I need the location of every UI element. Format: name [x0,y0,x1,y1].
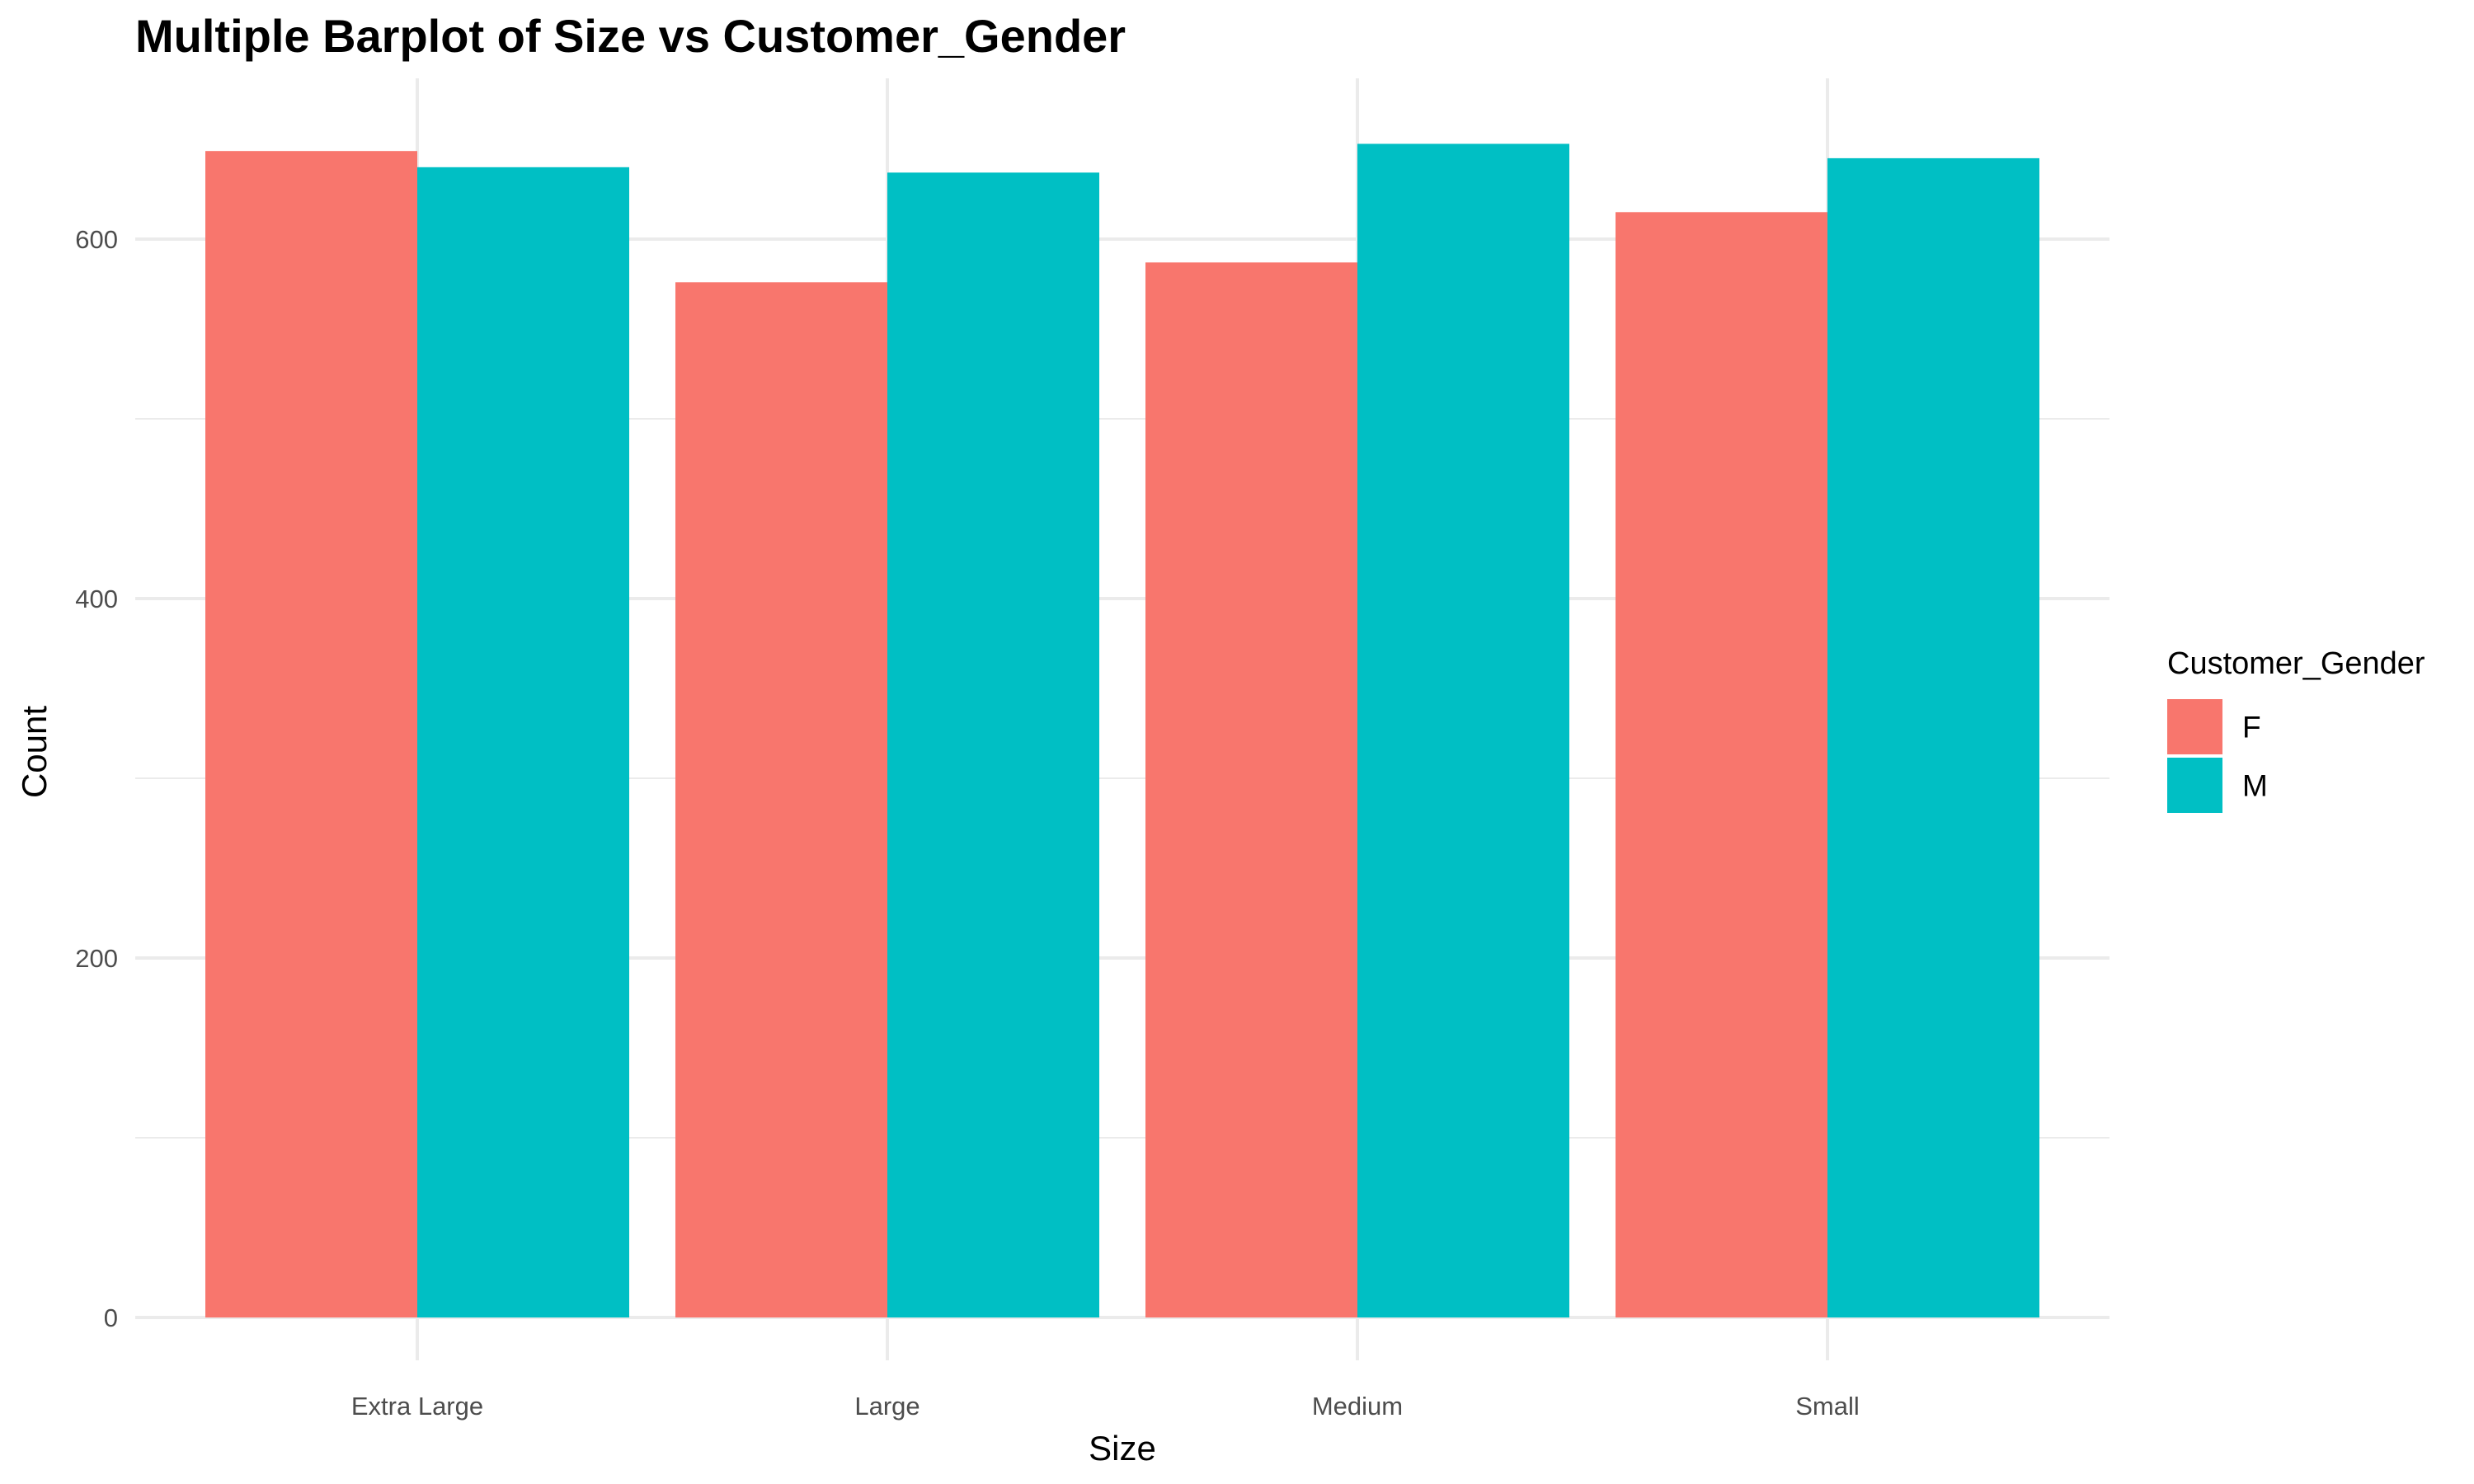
bar-F-small [1616,212,1827,1317]
y-tick-label: 200 [75,944,118,973]
bar-M-large [887,172,1099,1318]
chart-title: Multiple Barplot of Size vs Customer_Gen… [135,10,1126,62]
legend-key-F [2167,699,2222,754]
y-tick-label: 600 [75,225,118,254]
bar-M-small [1827,157,2039,1317]
y-tick-label: 400 [75,585,118,613]
x-tick-label: Medium [1312,1392,1403,1421]
legend-label-F: F [2242,711,2261,744]
y-tick-label: 0 [104,1303,118,1332]
legend: Customer_Gender FM [2167,646,2425,813]
legend-title: Customer_Gender [2167,646,2425,681]
legend-key-M [2167,758,2222,813]
bar-F-extra-large [205,151,417,1318]
x-tick-label: Extra Large [351,1392,483,1421]
y-axis-ticks: 0 200 400 600 [75,225,118,1332]
x-tick-label: Small [1795,1392,1860,1421]
x-axis-ticks: Extra Large Large Medium Small [351,1392,1860,1421]
bar-F-medium [1145,262,1357,1318]
y-axis-title: Count [15,706,54,798]
x-tick-label: Large [854,1392,920,1421]
bar-M-extra-large [417,167,629,1317]
bar-M-medium [1357,143,1569,1318]
x-axis-title: Size [1089,1429,1156,1468]
bars [205,143,2039,1318]
legend-label-M: M [2242,769,2268,803]
bar-F-large [675,282,887,1317]
